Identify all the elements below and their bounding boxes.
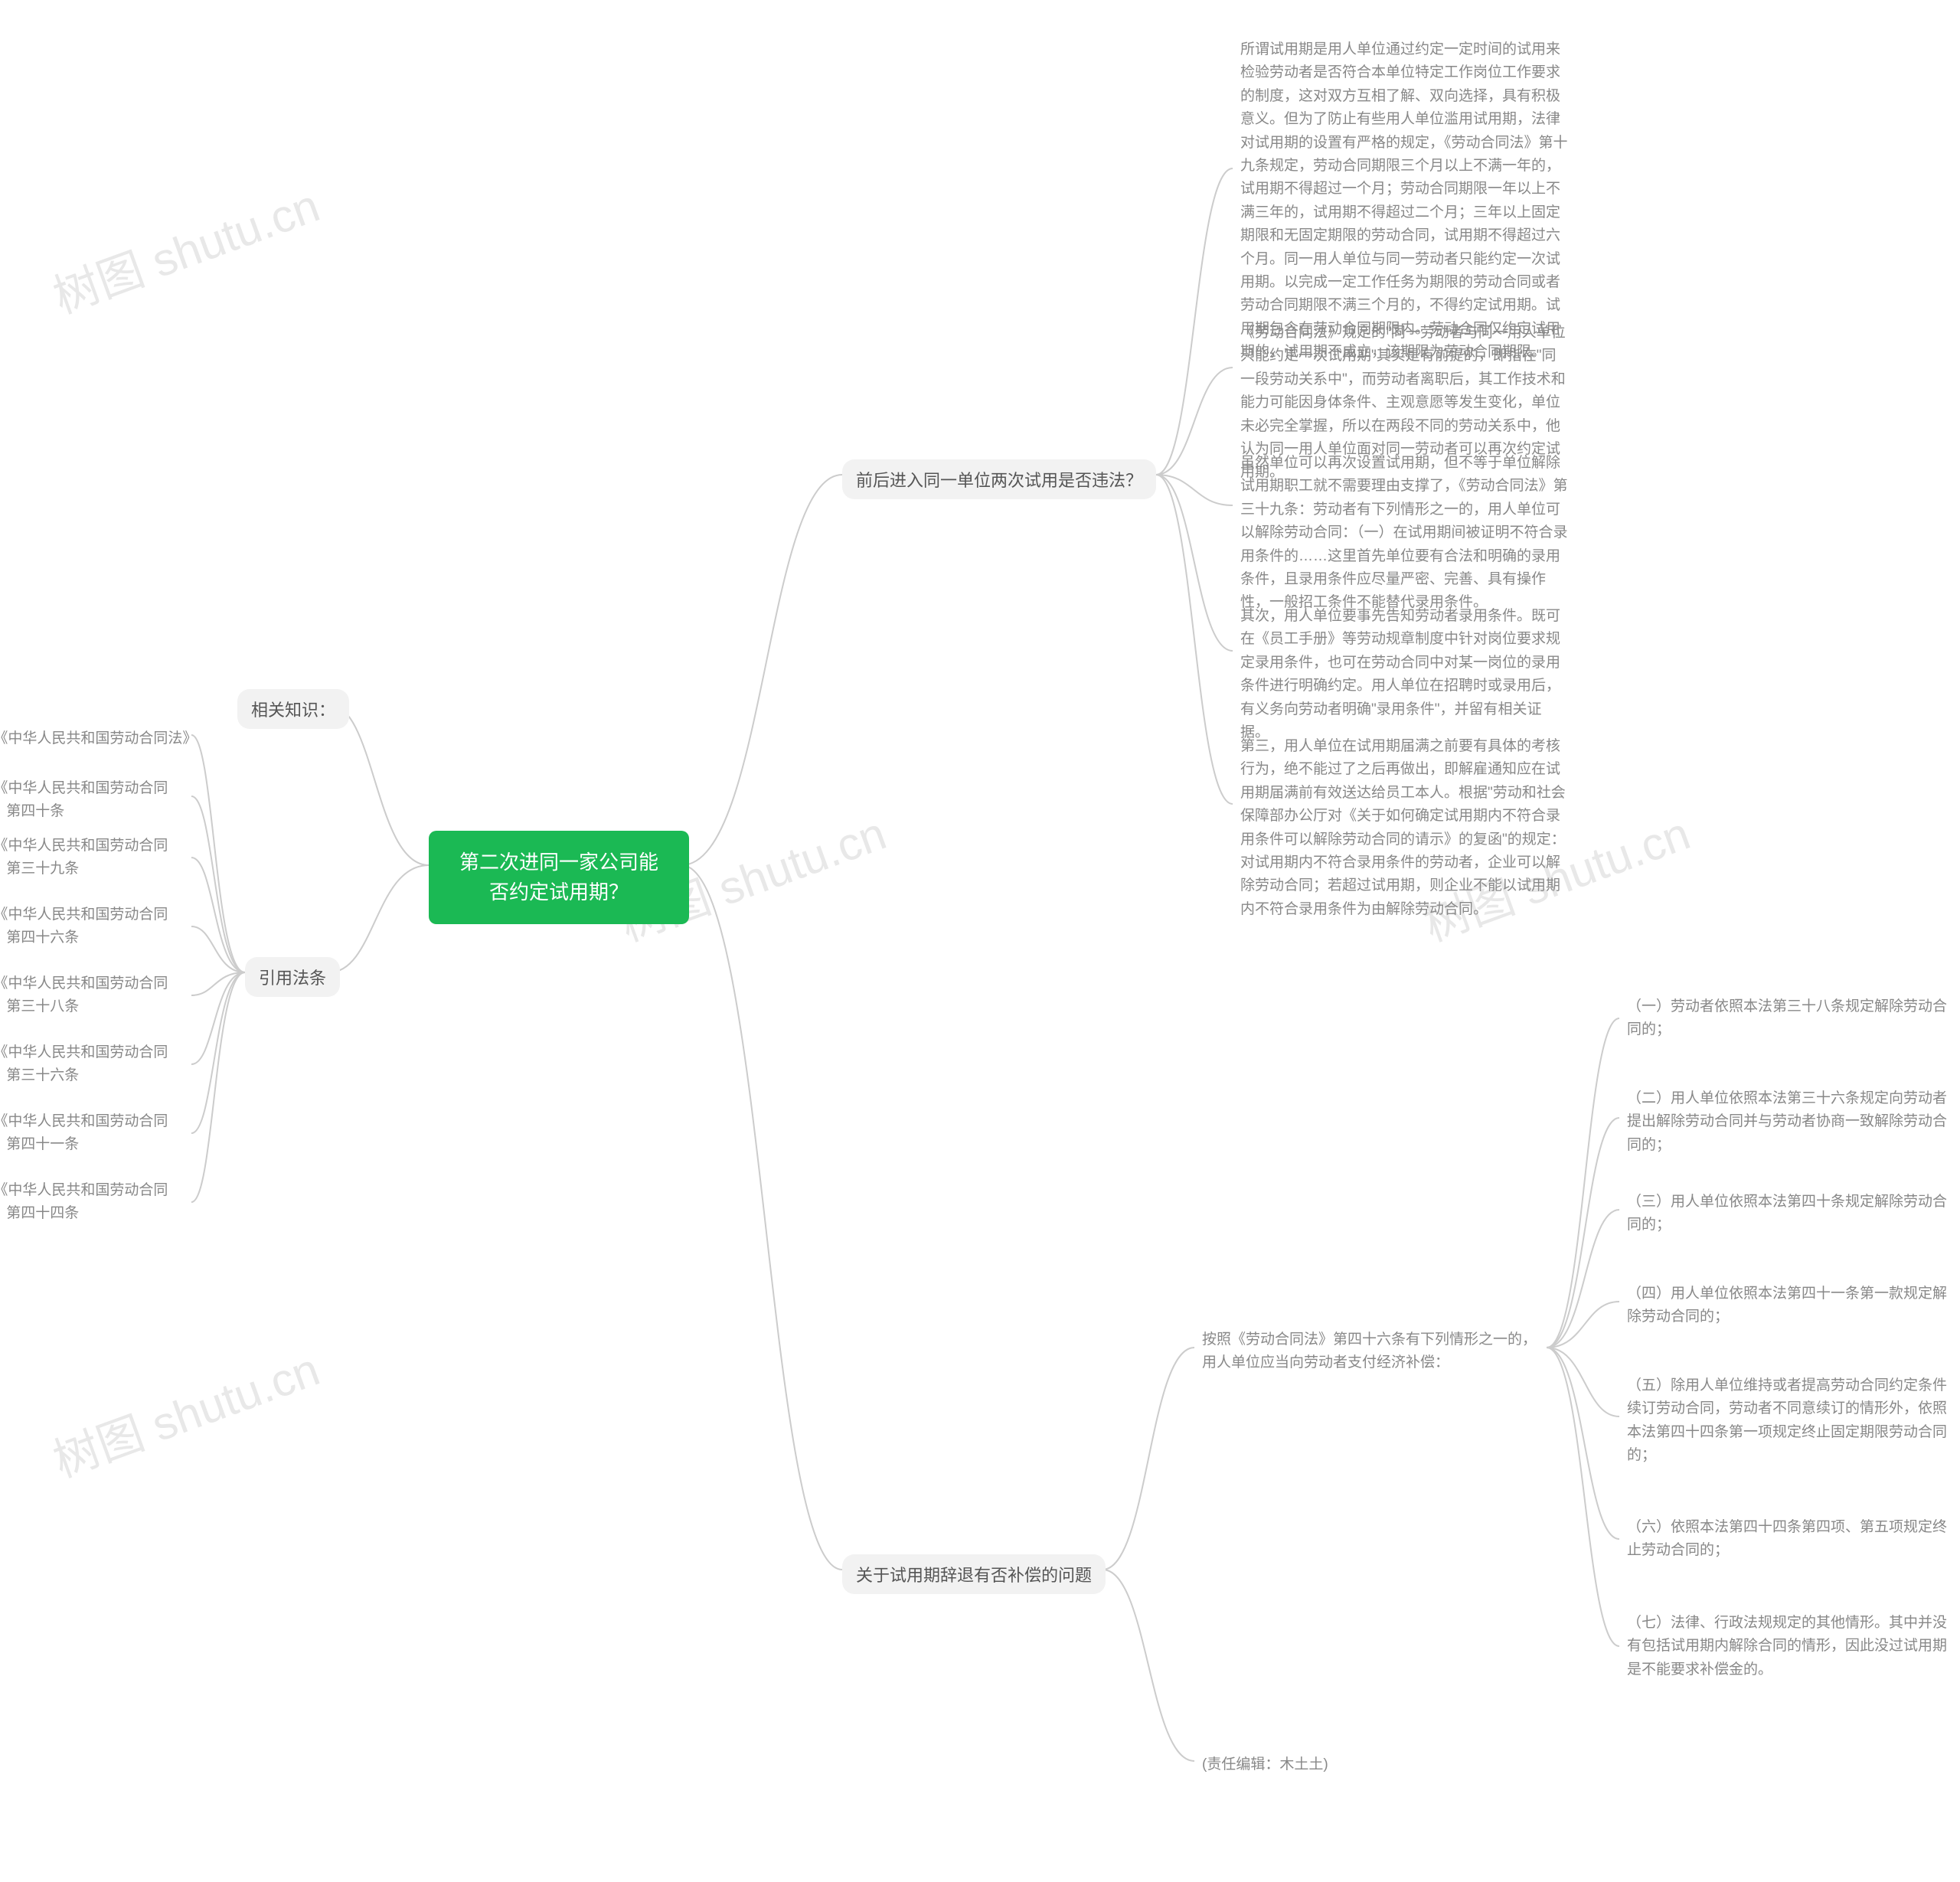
leaf-r2-1: （一）劳动者依照本法第三十八条规定解除劳动合同的； bbox=[1627, 995, 1956, 1042]
editor-note: (责任编辑：木土土) bbox=[1202, 1753, 1328, 1776]
leaf-r2-6: （六）依照本法第四十四条第四项、第五项规定终止劳动合同的； bbox=[1627, 1516, 1956, 1563]
sub-branch-r2: 按照《劳动合同法》第四十六条有下列情形之一的，用人单位应当向劳动者支付经济补偿： bbox=[1202, 1328, 1539, 1375]
branch-left-1: 相关知识： bbox=[237, 689, 349, 729]
leaf-r2-2: （二）用人单位依照本法第三十六条规定向劳动者提出解除劳动合同并与劳动者协商一致解… bbox=[1627, 1087, 1956, 1157]
connector-lines bbox=[0, 0, 1960, 1882]
leaf-r1-4: 其次，用人单位要事先告知劳动者录用条件。既可在《员工手册》等劳动规章制度中针对岗… bbox=[1240, 605, 1570, 744]
leaf-l2-8: [8] 《中华人民共和国劳动合同法》 第四十四条 bbox=[0, 1179, 191, 1226]
branch-left-2: 引用法条 bbox=[245, 957, 340, 997]
leaf-l2-2: [2] 《中华人民共和国劳动合同法》 第四十条 bbox=[0, 777, 191, 824]
leaf-r1-5: 第三，用人单位在试用期届满之前要有具体的考核行为，绝不能过了之后再做出，即解雇通… bbox=[1240, 735, 1570, 921]
mindmap-canvas: 第二次进同一家公司能否约定试用期？ 前后进入同一单位两次试用是否违法？ 所谓试用… bbox=[0, 0, 1960, 1882]
leaf-l2-4: [4] 《中华人民共和国劳动合同法》 第四十六条 bbox=[0, 903, 191, 950]
leaf-r2-3: （三）用人单位依照本法第四十条规定解除劳动合同的； bbox=[1627, 1191, 1956, 1237]
leaf-r1-1: 所谓试用期是用人单位通过约定一定时间的试用来检验劳动者是否符合本单位特定工作岗位… bbox=[1240, 38, 1570, 364]
leaf-r2-4: （四）用人单位依照本法第四十一条第一款规定解除劳动合同的； bbox=[1627, 1282, 1956, 1329]
leaf-r2-5: （五）除用人单位维持或者提高劳动合同约定条件续订劳动合同，劳动者不同意续订的情形… bbox=[1627, 1374, 1956, 1468]
branch-right-1: 前后进入同一单位两次试用是否违法？ bbox=[842, 459, 1156, 499]
center-node: 第二次进同一家公司能否约定试用期？ bbox=[429, 831, 689, 924]
leaf-r1-3: 虽然单位可以再次设置试用期，但不等于单位解除试用期职工就不需要理由支撑了，《劳动… bbox=[1240, 452, 1570, 615]
leaf-l2-1: [1] 《中华人民共和国劳动合同法》 bbox=[0, 727, 191, 750]
leaf-l2-5: [5] 《中华人民共和国劳动合同法》 第三十八条 bbox=[0, 972, 191, 1019]
branch-right-2: 关于试用期辞退有否补偿的问题 bbox=[842, 1554, 1106, 1594]
leaf-r2-7: （七）法律、行政法规规定的其他情形。其中并没有包括试用期内解除合同的情形，因此没… bbox=[1627, 1612, 1956, 1681]
leaf-l2-3: [3] 《中华人民共和国劳动合同法》 第三十九条 bbox=[0, 835, 191, 881]
leaf-l2-7: [7] 《中华人民共和国劳动合同法》 第四十一条 bbox=[0, 1110, 191, 1157]
leaf-l2-6: [6] 《中华人民共和国劳动合同法》 第三十六条 bbox=[0, 1041, 191, 1088]
